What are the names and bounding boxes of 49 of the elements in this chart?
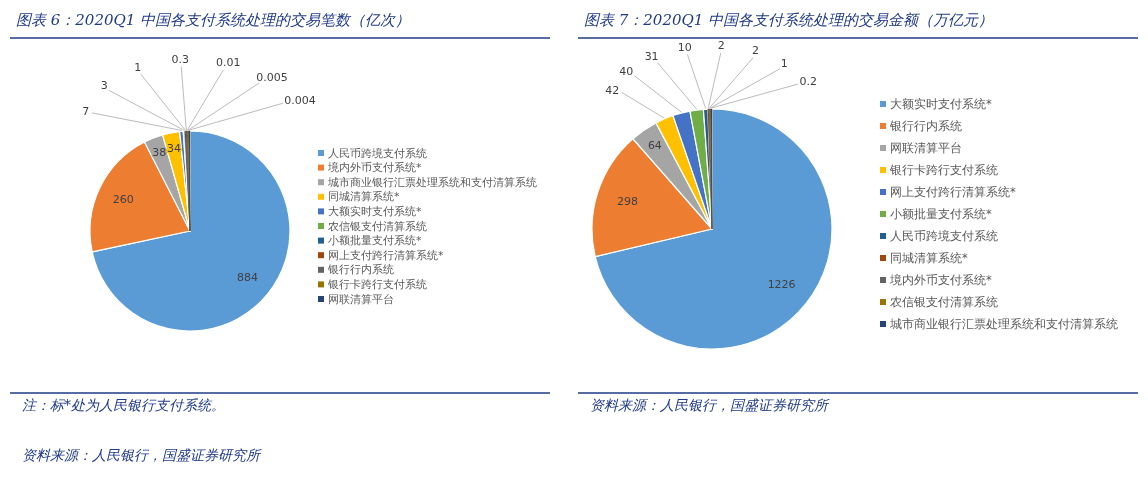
data-label: 10 <box>677 40 692 54</box>
chart-title: 图表 6：2020Q1 中国各支付系统处理的交易笔数（亿次） <box>16 11 411 29</box>
chart-title: 图表 7：2020Q1 中国各支付系统处理的交易金额（万亿元） <box>584 11 994 29</box>
data-label: 31 <box>644 49 659 63</box>
legend-label: 银行行内系统 <box>327 263 394 277</box>
legend-label: 农信银支付清算系统 <box>890 295 998 309</box>
legend-label: 银行行内系统 <box>889 119 962 133</box>
text: 资料来源：人民银行，国盛证券研究所 <box>22 447 262 463</box>
legend-label: 人民币跨境支付系统 <box>890 229 998 243</box>
data-label: 7 <box>82 104 90 118</box>
data-label: 38 <box>152 146 167 160</box>
data-label: 0.01 <box>215 56 241 70</box>
legend-label: 农信银支付清算系统 <box>328 219 427 233</box>
legend-label: 城市商业银行汇票处理系统和支付清算系统 <box>889 317 1118 331</box>
legend-label: 境内外币支付系统* <box>889 273 992 287</box>
data-label: 40 <box>619 65 634 79</box>
data-label: 1 <box>780 57 788 71</box>
data-label: 884 <box>237 271 259 285</box>
legend-label: 小额批量支付系统* <box>328 234 422 248</box>
data-label: 0.2 <box>799 74 817 88</box>
legend-label: 银行卡跨行支付系统 <box>889 163 998 177</box>
legend-label: 同城清算系统* <box>328 190 400 204</box>
legend-label: 网联清算平台 <box>890 141 962 155</box>
legend-label: 大额实时支付系统* <box>328 204 422 218</box>
data-label: 42 <box>605 84 620 98</box>
legend-label: 境内外币支付系统* <box>327 161 422 175</box>
legend-label: 小额批量支付系统* <box>890 207 992 221</box>
data-label: 0.005 <box>256 70 288 84</box>
legend-label: 同城清算系统* <box>890 251 968 265</box>
legend-label: 网上支付跨行清算系统* <box>328 248 444 262</box>
data-label: 260 <box>112 192 134 206</box>
data-label: 2 <box>717 38 725 52</box>
data-label: 64 <box>647 139 662 153</box>
data-label: 34 <box>167 142 182 156</box>
text: 注：标*处为人民银行支付系统。 <box>22 397 225 413</box>
legend-label: 大额实时支付系统* <box>890 97 992 111</box>
legend-label: 网联清算平台 <box>328 292 394 306</box>
data-label: 1226 <box>767 277 796 291</box>
data-label: 1 <box>134 60 142 74</box>
data-label: 2 <box>752 44 760 58</box>
data-label: 298 <box>616 195 638 209</box>
data-label: 3 <box>100 79 108 93</box>
text: 资料来源：人民银行，国盛证券研究所 <box>590 397 830 413</box>
legend-label: 网上支付跨行清算系统* <box>890 185 1016 199</box>
legend-label: 城市商业银行汇票处理系统和支付清算系统 <box>327 175 537 189</box>
legend-label: 银行卡跨行支付系统 <box>327 277 427 291</box>
legend-label: 人民币跨境支付系统 <box>328 146 427 160</box>
data-label: 0.3 <box>171 52 190 66</box>
data-label: 0.004 <box>284 93 316 107</box>
